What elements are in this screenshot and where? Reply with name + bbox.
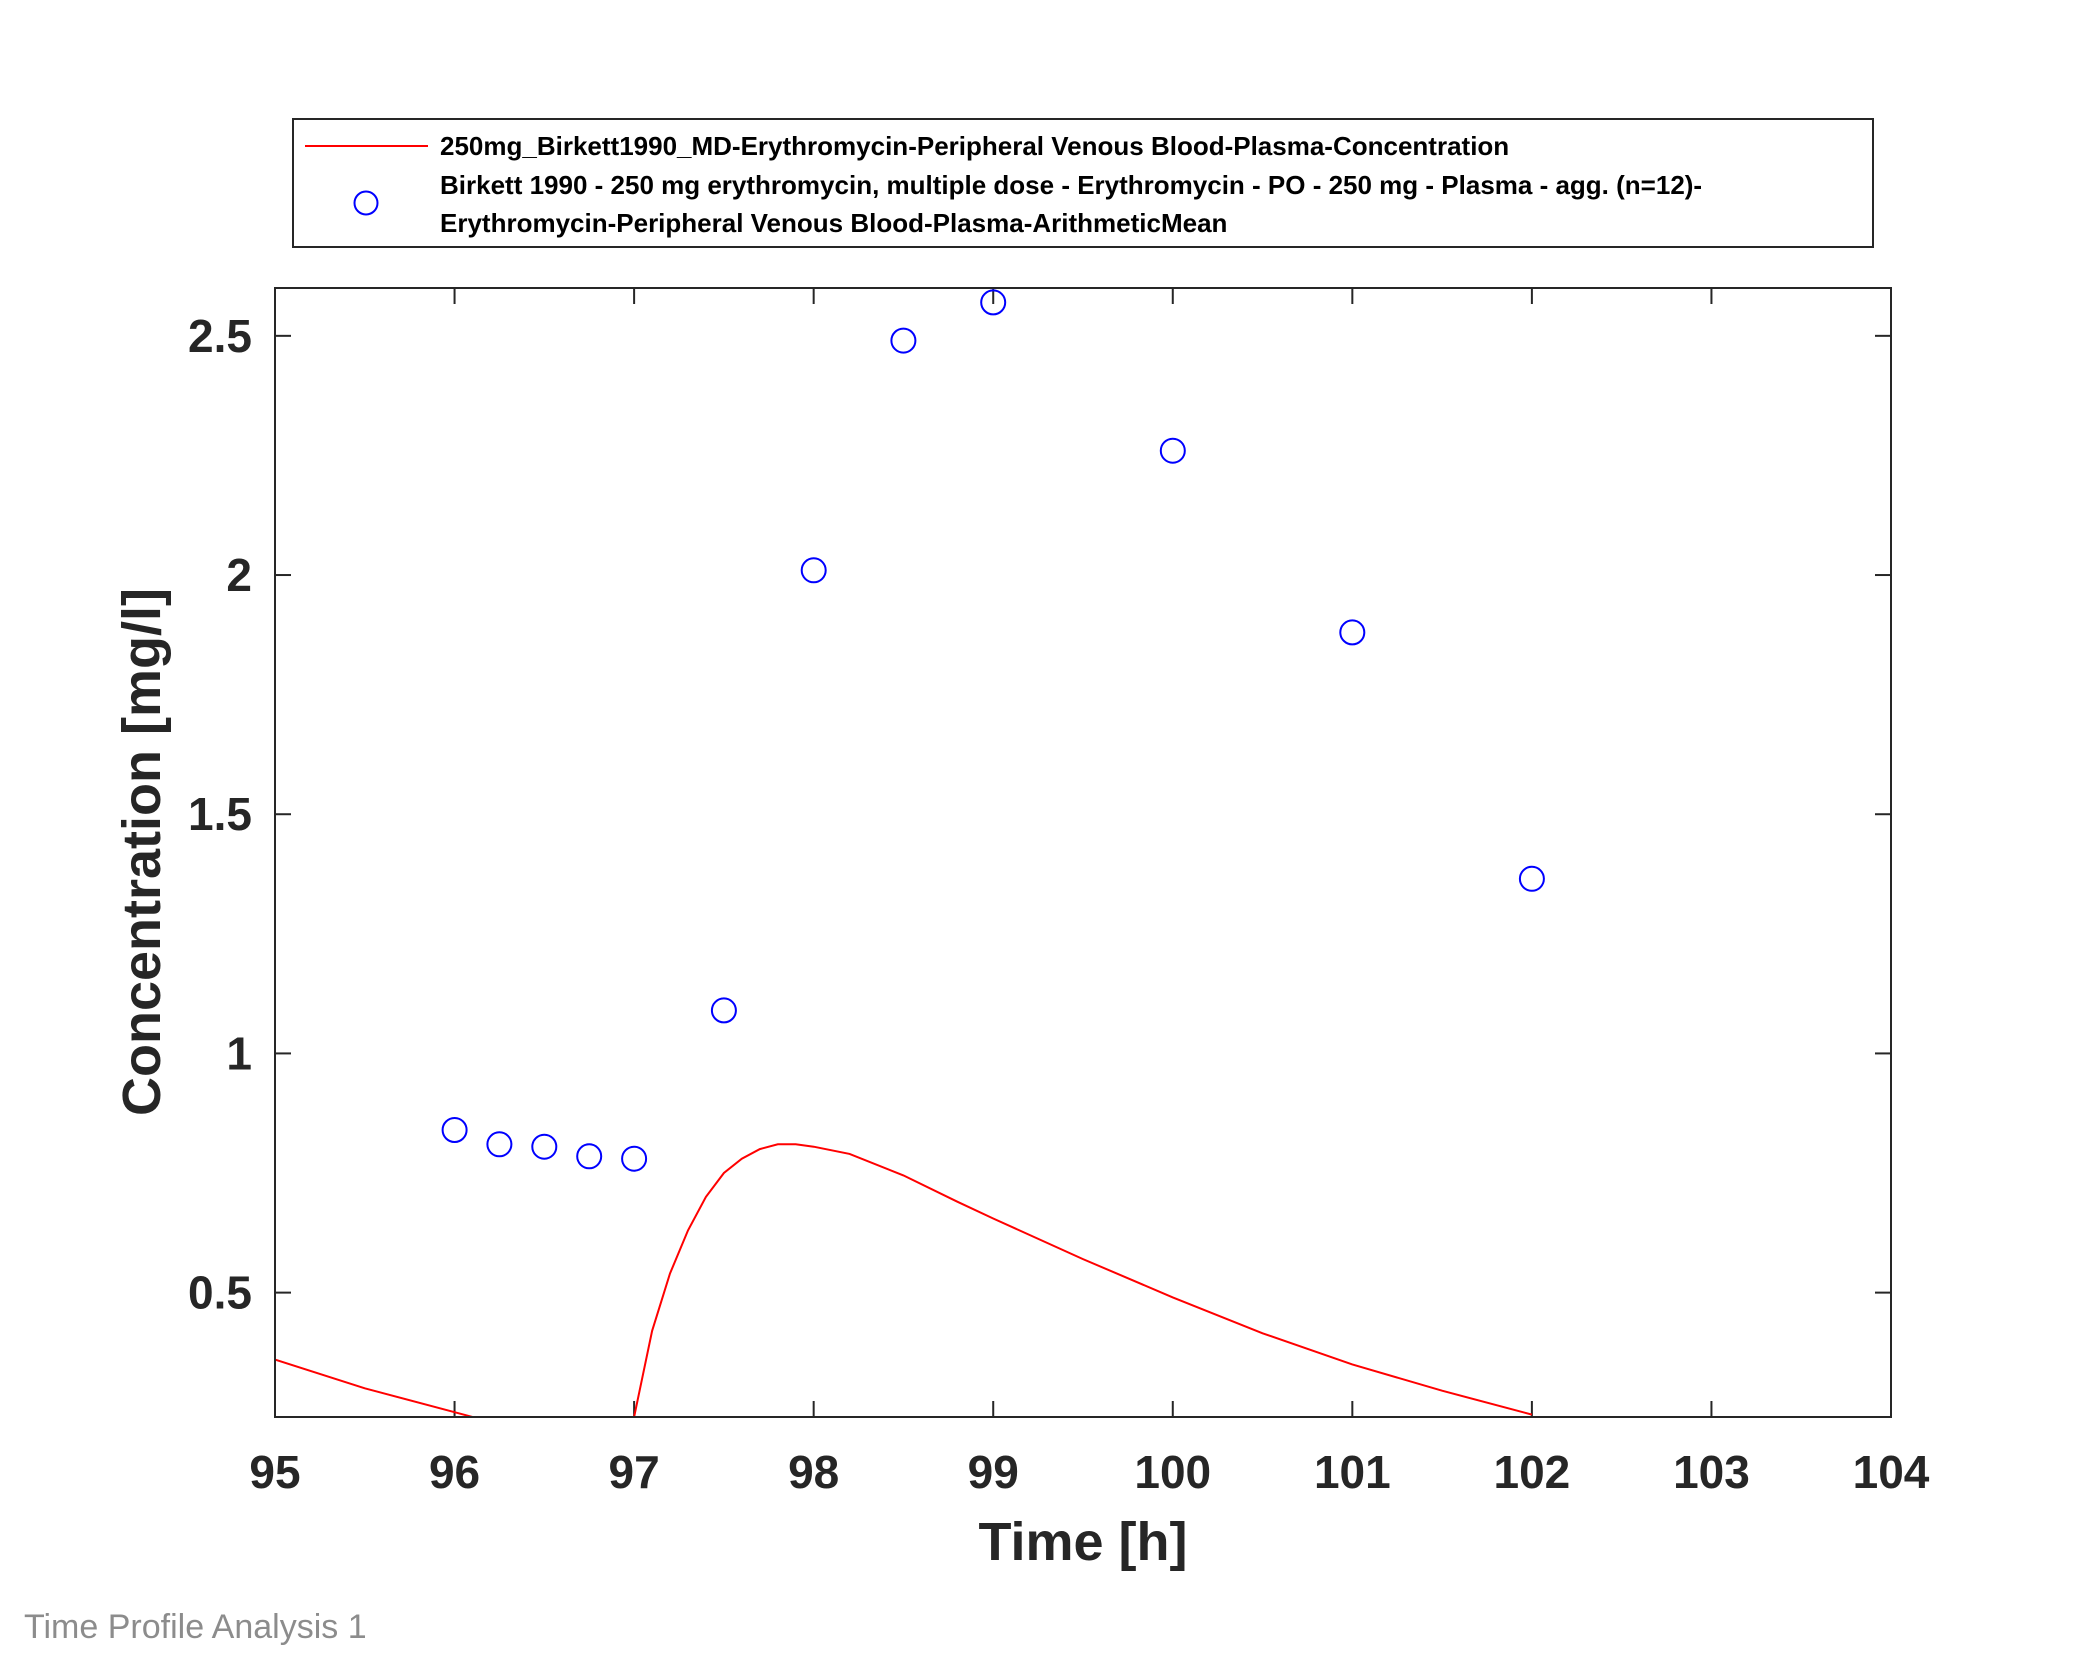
simulation-line — [275, 1143, 1533, 1417]
x-tick-label: 102 — [1494, 1446, 1571, 1498]
x-tick-label: 103 — [1673, 1446, 1750, 1498]
x-tick-label: 104 — [1853, 1446, 1930, 1498]
y-tick-label: 2 — [226, 549, 252, 601]
observed-point — [980, 289, 1007, 316]
y-tick-label: 1 — [226, 1027, 252, 1079]
legend-label-observed-line1: Birkett 1990 - 250 mg erythromycin, mult… — [440, 170, 1702, 200]
observed-point — [1518, 865, 1545, 892]
x-tick-label: 98 — [788, 1446, 839, 1498]
x-tick-label: 95 — [249, 1446, 300, 1498]
footer-caption: Time Profile Analysis 1 — [24, 1608, 367, 1646]
y-axis-label: Concentration [mg/l] — [112, 588, 172, 1116]
legend-label-observed-line2: Erythromycin-Peripheral Venous Blood-Pla… — [440, 208, 1227, 238]
plot-area — [275, 288, 1891, 1417]
x-axis-label: Time [h] — [978, 1512, 1187, 1572]
y-tick-label: 0.5 — [188, 1267, 252, 1319]
legend-marker-observed — [353, 190, 379, 216]
observed-point — [531, 1133, 558, 1160]
x-tick-label: 99 — [968, 1446, 1019, 1498]
y-tick-label: 2.5 — [188, 310, 252, 362]
observed-point — [710, 997, 737, 1024]
x-ticks: 95 96 97 98 99 100 101 102 103 104 — [249, 288, 1930, 1498]
x-tick-label: 101 — [1314, 1446, 1391, 1498]
observed-point — [621, 1145, 648, 1172]
observed-point — [890, 327, 917, 354]
x-tick-label: 96 — [429, 1446, 480, 1498]
observed-point — [1339, 619, 1366, 646]
x-tick-label: 100 — [1134, 1446, 1211, 1498]
legend-box — [292, 118, 1874, 248]
observed-point — [576, 1143, 603, 1170]
observed-point — [486, 1131, 513, 1158]
y-tick-label: 1.5 — [188, 788, 252, 840]
series-layer — [275, 289, 1545, 1417]
legend: 250mg_Birkett1990_MD-Erythromycin-Periph… — [292, 118, 1874, 248]
plot-frame — [274, 287, 1892, 1418]
legend-label-simulation: 250mg_Birkett1990_MD-Erythromycin-Periph… — [440, 131, 1509, 161]
observed-point — [1159, 437, 1186, 464]
observed-point — [800, 557, 827, 584]
observed-point — [441, 1117, 468, 1143]
y-ticks: 0.5 1 1.5 2 2.5 — [188, 310, 1891, 1319]
x-tick-label: 97 — [609, 1446, 660, 1498]
